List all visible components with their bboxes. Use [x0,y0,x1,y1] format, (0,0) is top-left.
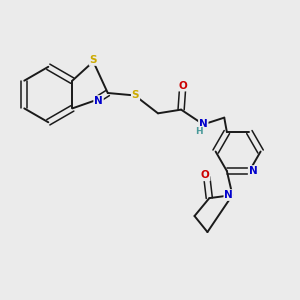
Text: S: S [132,90,139,100]
Text: O: O [178,81,187,91]
Text: H: H [196,127,203,136]
Text: N: N [199,119,208,129]
Text: S: S [89,55,97,65]
Text: O: O [201,170,210,180]
Text: N: N [249,166,257,176]
Text: N: N [94,96,103,106]
Text: N: N [224,190,233,200]
